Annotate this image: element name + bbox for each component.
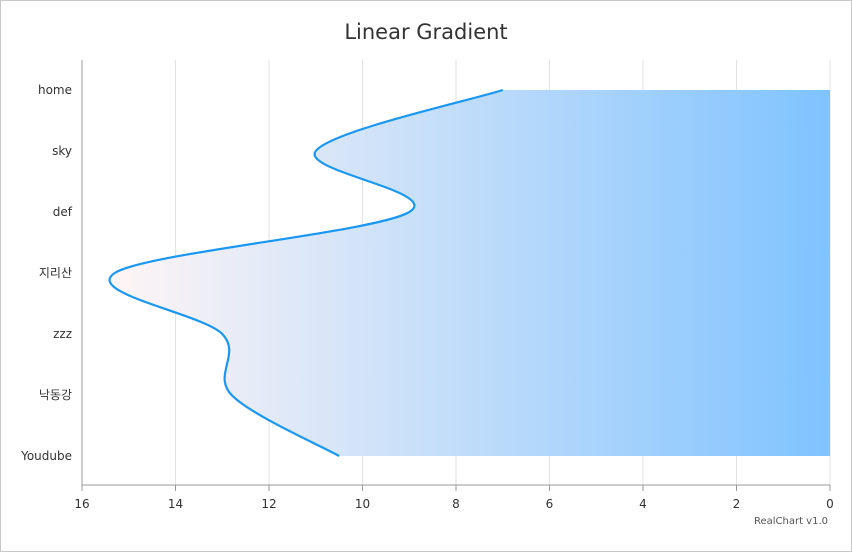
tick-label: 12 <box>261 497 276 511</box>
tick-label: 14 <box>168 497 183 511</box>
category-label: zzz <box>53 327 72 341</box>
area-fill <box>109 90 830 456</box>
series-area <box>108 88 830 457</box>
series-line <box>108 88 504 457</box>
labels: home sky def 지리산 zzz 낙동강 Youdube 16 14 12 10 8 6 4 2 0 <box>20 83 834 511</box>
tick-label: 16 <box>74 497 89 511</box>
tick-label: 8 <box>452 497 460 511</box>
chart-title: Linear Gradient <box>344 20 508 44</box>
category-label: 낙동강 <box>39 388 72 402</box>
category-label: 지리산 <box>39 266 72 280</box>
category-label: def <box>53 205 73 219</box>
tick-label: 4 <box>639 497 647 511</box>
category-label: home <box>38 83 72 97</box>
category-label: Youdube <box>20 449 72 463</box>
axes <box>81 60 831 491</box>
tick-label: 0 <box>826 497 834 511</box>
category-label: sky <box>52 144 72 158</box>
tick-label: 2 <box>733 497 741 511</box>
tick-label: 6 <box>546 497 554 511</box>
tick-label: 10 <box>355 497 370 511</box>
chart-credit: RealChart v1.0 <box>753 516 828 527</box>
